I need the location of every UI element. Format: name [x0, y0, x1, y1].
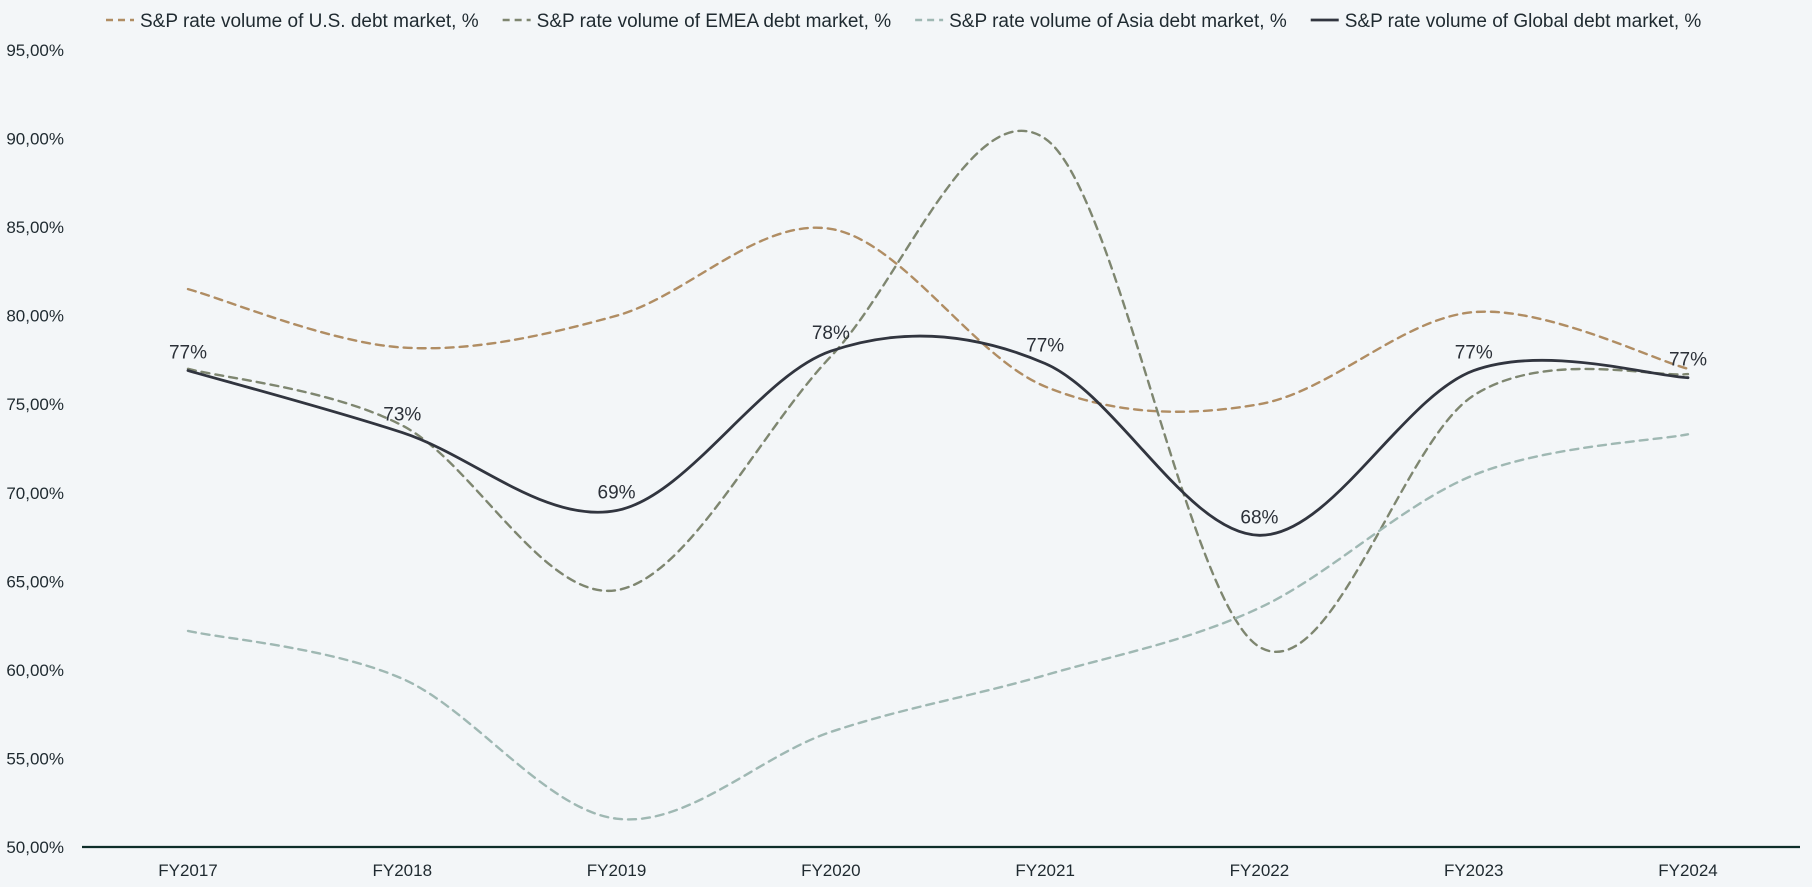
legend-label-2: S&P rate volume of Asia debt market, % [949, 11, 1287, 32]
x-axis: FY2017 FY2018 FY2019 FY2020 FY2021 FY2022 FY20… [82, 845, 1800, 880]
x-tick-label: FY2022 [1230, 861, 1290, 880]
y-axis: 50,00% 55,00% 60,00% 65,00% 70,00% 75,00% 80,0… [6, 41, 64, 857]
x-tick-label: FY2018 [373, 861, 433, 880]
y-tick-label: 75,00% [6, 395, 64, 414]
data-label: 78% [812, 323, 850, 344]
data-label: 73% [383, 405, 421, 426]
x-tick-label: FY2024 [1658, 861, 1718, 880]
y-tick-label: 60,00% [6, 661, 64, 680]
data-label: 77% [1026, 335, 1064, 356]
y-tick-label: 70,00% [6, 484, 64, 503]
data-label: 77% [1455, 343, 1493, 364]
series-line-2 [186, 433, 1690, 821]
data-label: 68% [1240, 507, 1278, 528]
data-labels: 77% 73% 69% 78% 77% 68% 77% 77% [169, 323, 1707, 528]
x-tick-label: FY2021 [1015, 861, 1075, 880]
legend: S&P rate volume of U.S. debt market, % S&… [106, 11, 1701, 32]
y-tick-label: 85,00% [6, 218, 64, 237]
data-label: 77% [1669, 350, 1707, 371]
y-tick-label: 95,00% [6, 41, 64, 60]
legend-label-0: S&P rate volume of U.S. debt market, % [140, 11, 479, 32]
y-tick-label: 55,00% [6, 749, 64, 768]
series-line-0 [186, 226, 1690, 413]
x-tick-label: FY2023 [1444, 861, 1504, 880]
y-tick-label: 90,00% [6, 130, 64, 149]
legend-label-1: S&P rate volume of EMEA debt market, % [537, 11, 892, 32]
data-label: 77% [169, 343, 207, 364]
x-tick-label: FY2019 [587, 861, 647, 880]
series-lines [186, 129, 1690, 821]
legend-label-3: S&P rate volume of Global debt market, % [1345, 11, 1702, 32]
series-line-1 [186, 129, 1690, 653]
x-tick-label: FY2017 [158, 861, 218, 880]
x-tick-label: FY2020 [801, 861, 861, 880]
y-tick-label: 80,00% [6, 307, 64, 326]
y-tick-label: 50,00% [6, 838, 64, 857]
y-tick-label: 65,00% [6, 572, 64, 591]
series-line-3 [186, 334, 1690, 537]
data-label: 69% [598, 482, 636, 503]
